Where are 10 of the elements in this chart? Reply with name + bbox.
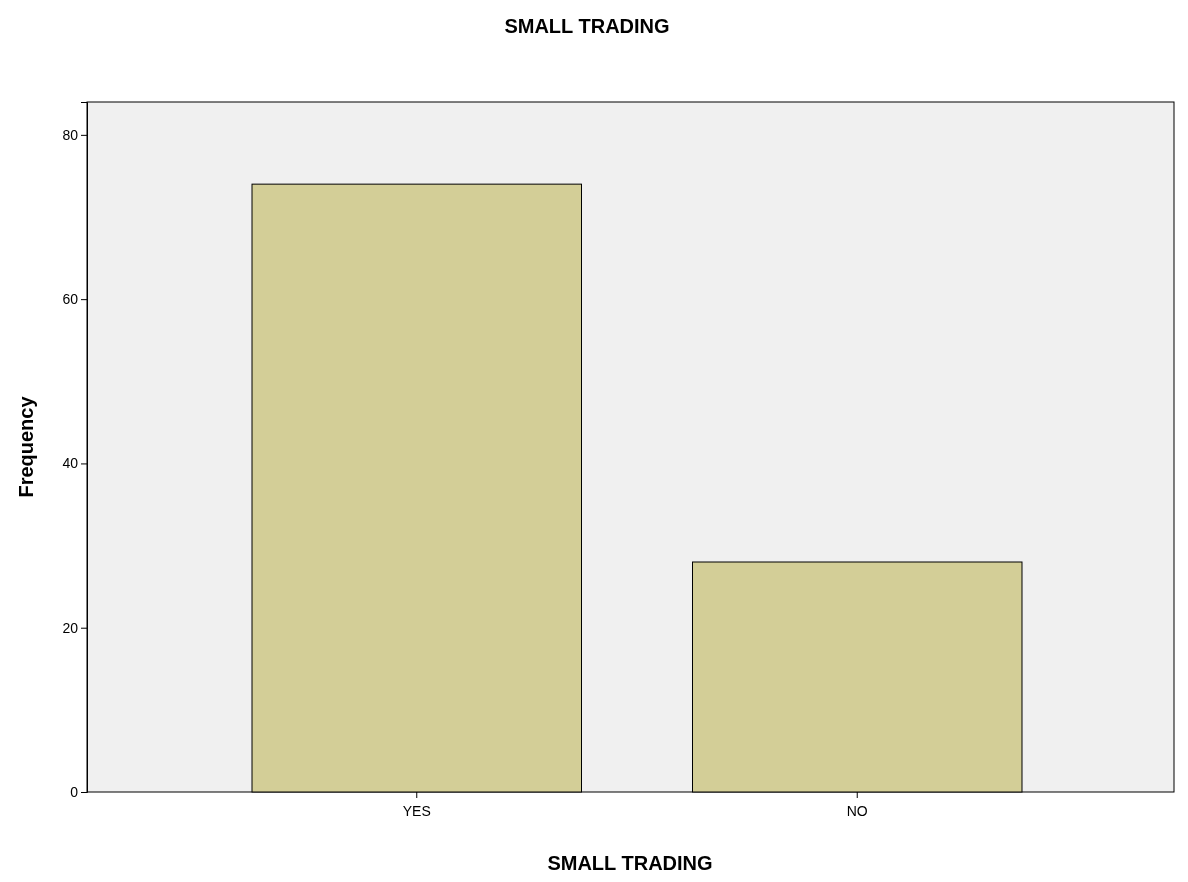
y-tick-label: 0 [70,783,79,800]
x-tick-label: NO [846,803,868,820]
y-tick-label: 20 [62,619,79,636]
x-tick-label: YES [402,803,431,820]
y-axis-title: Frequency [15,395,37,498]
chart-title: SMALL TRADING [504,15,670,37]
y-tick-label: 80 [62,126,79,143]
x-axis-title: SMALL TRADING [547,852,713,874]
y-tick-label: 40 [62,455,79,472]
y-tick-label: 60 [62,291,79,308]
